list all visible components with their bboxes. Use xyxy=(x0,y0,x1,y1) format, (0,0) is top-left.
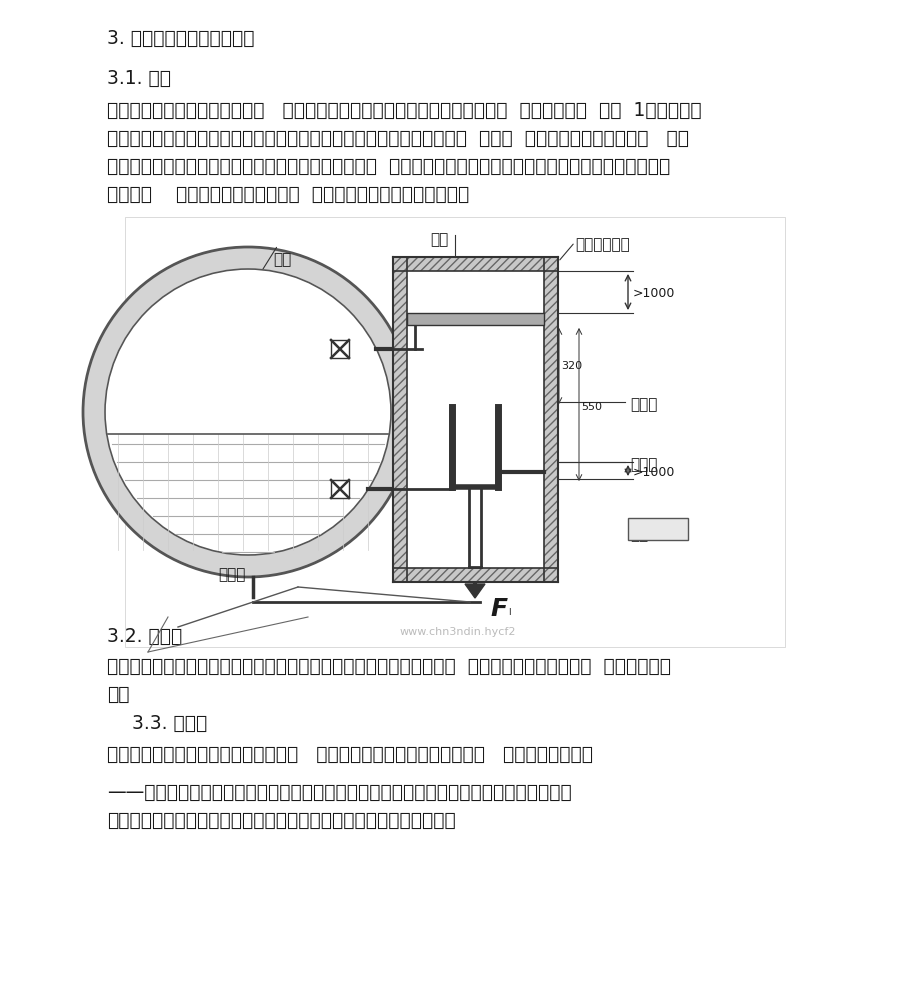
Text: 锅筒: 锅筒 xyxy=(273,252,291,267)
Bar xyxy=(406,313,543,325)
Bar xyxy=(448,407,455,487)
Bar xyxy=(392,568,558,582)
Text: 3.1. 简介: 3.1. 简介 xyxy=(107,69,171,88)
Bar xyxy=(331,480,348,498)
Bar xyxy=(125,217,784,647)
Text: 溢流室: 溢流室 xyxy=(630,457,657,472)
Circle shape xyxy=(83,247,413,577)
Text: 双室平衡容器是一种结构巧妙，   具有一定自我补偿能力的汽包水位测量装置。  它的主要结构  如图  1所示。在基: 双室平衡容器是一种结构巧妙， 具有一定自我补偿能力的汽包水位测量装置。 它的主要… xyxy=(107,101,701,120)
Text: >1000: >1000 xyxy=(632,466,675,479)
Text: 尺: 尺 xyxy=(402,429,409,442)
Text: 为双室平衡容器。为便于介绍，这里结合各主要部分的  功能特点，将它们分别命名为凝汽室、基准杯、溢流室和: 为双室平衡容器。为便于介绍，这里结合各主要部分的 功能特点，将它们分别命名为凝汽… xyxy=(107,157,670,176)
Text: 550: 550 xyxy=(581,402,601,412)
Text: 饱和水: 饱和水 xyxy=(193,486,221,501)
Text: 它的作用是收集来自凝汽室的凝结水，   并将凝结水产生的压力导出容器，   传向差压测量仪表: 它的作用是收集来自凝汽室的凝结水， 并将凝结水产生的压力导出容器， 传向差压测量… xyxy=(107,745,593,764)
Text: ——差压变送器（后文简称变送器）的正压侧。基准杯的容积是有限的，当凝结水充满后则: ——差压变送器（后文简称变送器）的正压侧。基准杯的容积是有限的，当凝结水充满后则 xyxy=(107,783,571,802)
Text: 3. 双室平衡容器的工作原理: 3. 双室平衡容器的工作原理 xyxy=(107,29,255,48)
Text: 双室平衡容器: 双室平衡容器 xyxy=(574,237,630,252)
Text: 连通: 连通 xyxy=(631,525,650,540)
Text: 饱和慕: 饱和慕 xyxy=(193,386,221,401)
Text: 连通: 连通 xyxy=(630,527,648,542)
Text: 3.2. 凝汽室: 3.2. 凝汽室 xyxy=(107,627,182,646)
Text: 基准杯: 基准杯 xyxy=(630,397,657,412)
Text: ₗ: ₗ xyxy=(507,604,510,618)
Bar xyxy=(392,257,406,582)
Text: 连通器，    另外文中把双室平衡容器  汽包水位测量装置简称为容器。: 连通器， 另外文中把双室平衡容器 汽包水位测量装置简称为容器。 xyxy=(107,185,469,204)
Bar xyxy=(392,257,558,271)
Text: >1000: >1000 xyxy=(632,287,675,300)
Text: Yw: Yw xyxy=(187,464,206,477)
Text: 用。: 用。 xyxy=(107,685,130,704)
Bar xyxy=(406,271,543,568)
Text: 0005: 0005 xyxy=(402,411,434,424)
Text: 准杯的上方有一个圆环形漏斗结构将整个双室平衡容器分隔成上下两个部  分，为  了区别于单室平衡容器，   故称: 准杯的上方有一个圆环形漏斗结构将整个双室平衡容器分隔成上下两个部 分，为 了区别… xyxy=(107,129,688,148)
Bar xyxy=(331,340,348,358)
Text: www.chn3ndin.hycf2: www.chn3ndin.hycf2 xyxy=(400,627,516,637)
Bar xyxy=(392,257,558,271)
Text: 下降管: 下降管 xyxy=(218,567,245,582)
Circle shape xyxy=(83,247,413,577)
Text: F: F xyxy=(490,597,506,621)
Bar xyxy=(494,407,501,487)
Text: 3.3. 基准杯: 3.3. 基准杯 xyxy=(131,714,207,733)
Polygon shape xyxy=(464,584,484,598)
Circle shape xyxy=(105,269,391,555)
Bar xyxy=(628,518,687,540)
Text: Ys: Ys xyxy=(193,366,207,379)
Text: 理想状态下，来自汽包的饱和水蒸汽经过这里时释放掉汽化潜热。准杯  形成饱和的凝结水供给基  及后续环节使: 理想状态下，来自汽包的饱和水蒸汽经过这里时释放掉汽化潜热。准杯 形成饱和的凝结水… xyxy=(107,657,670,676)
Text: 汽室: 汽室 xyxy=(429,232,448,247)
Bar xyxy=(543,257,558,582)
Bar xyxy=(392,257,406,582)
Bar xyxy=(543,257,558,582)
Bar xyxy=(392,568,558,582)
Text: 320: 320 xyxy=(561,361,582,371)
Text: 溢出流向溢流室。由于基准杯的杯口高度是固定的，故而称为基准杯。: 溢出流向溢流室。由于基准杯的杯口高度是固定的，故而称为基准杯。 xyxy=(107,811,455,830)
